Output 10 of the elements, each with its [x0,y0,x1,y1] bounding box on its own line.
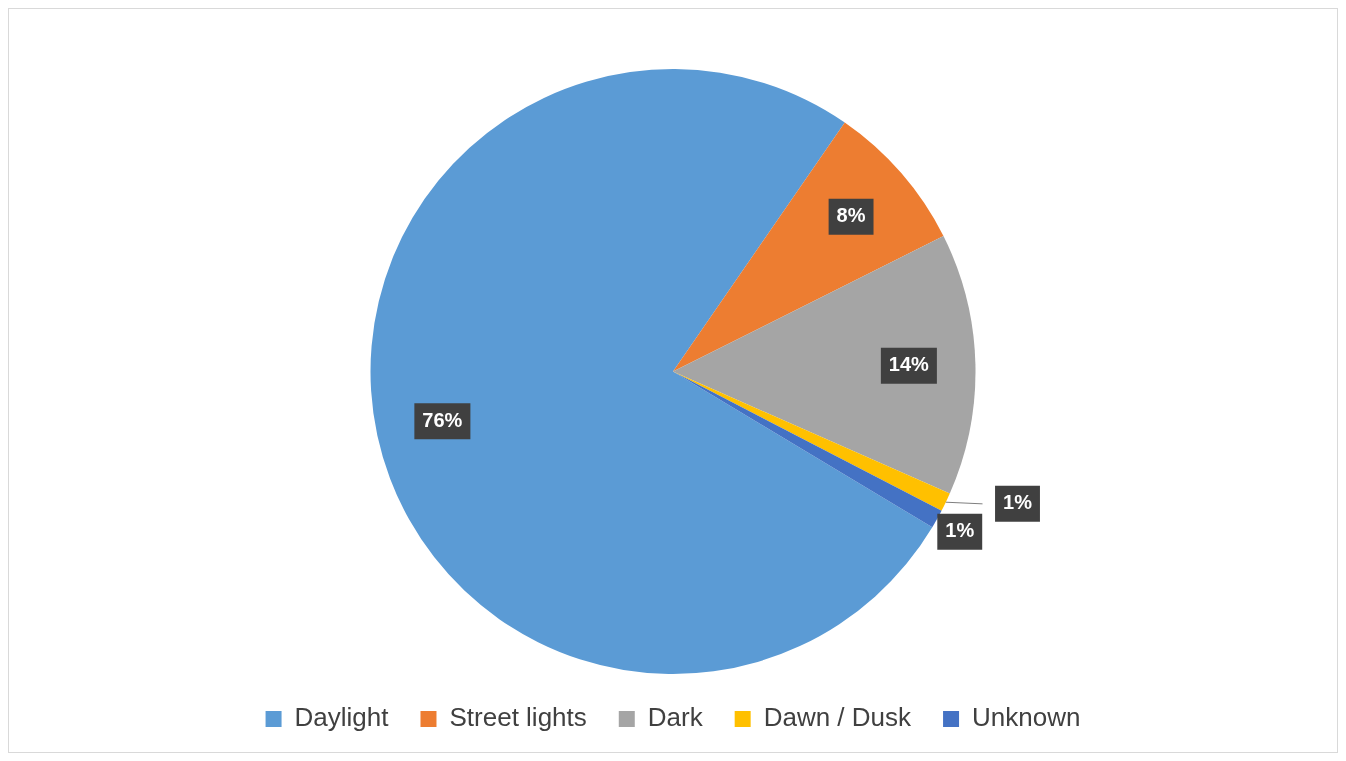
legend-label: Unknown [972,702,1081,733]
data-label: 14% [888,353,930,376]
legend-label: Daylight [294,702,390,733]
legend-label: Dark [647,702,704,733]
data-label: 1% [1003,491,1033,514]
data-label: 1% [945,519,975,542]
data-label: 8% [836,204,866,227]
legend-label: Street lights [449,702,587,733]
data-label: 76% [422,408,463,431]
legend-label: Dawn / Dusk [763,702,913,733]
